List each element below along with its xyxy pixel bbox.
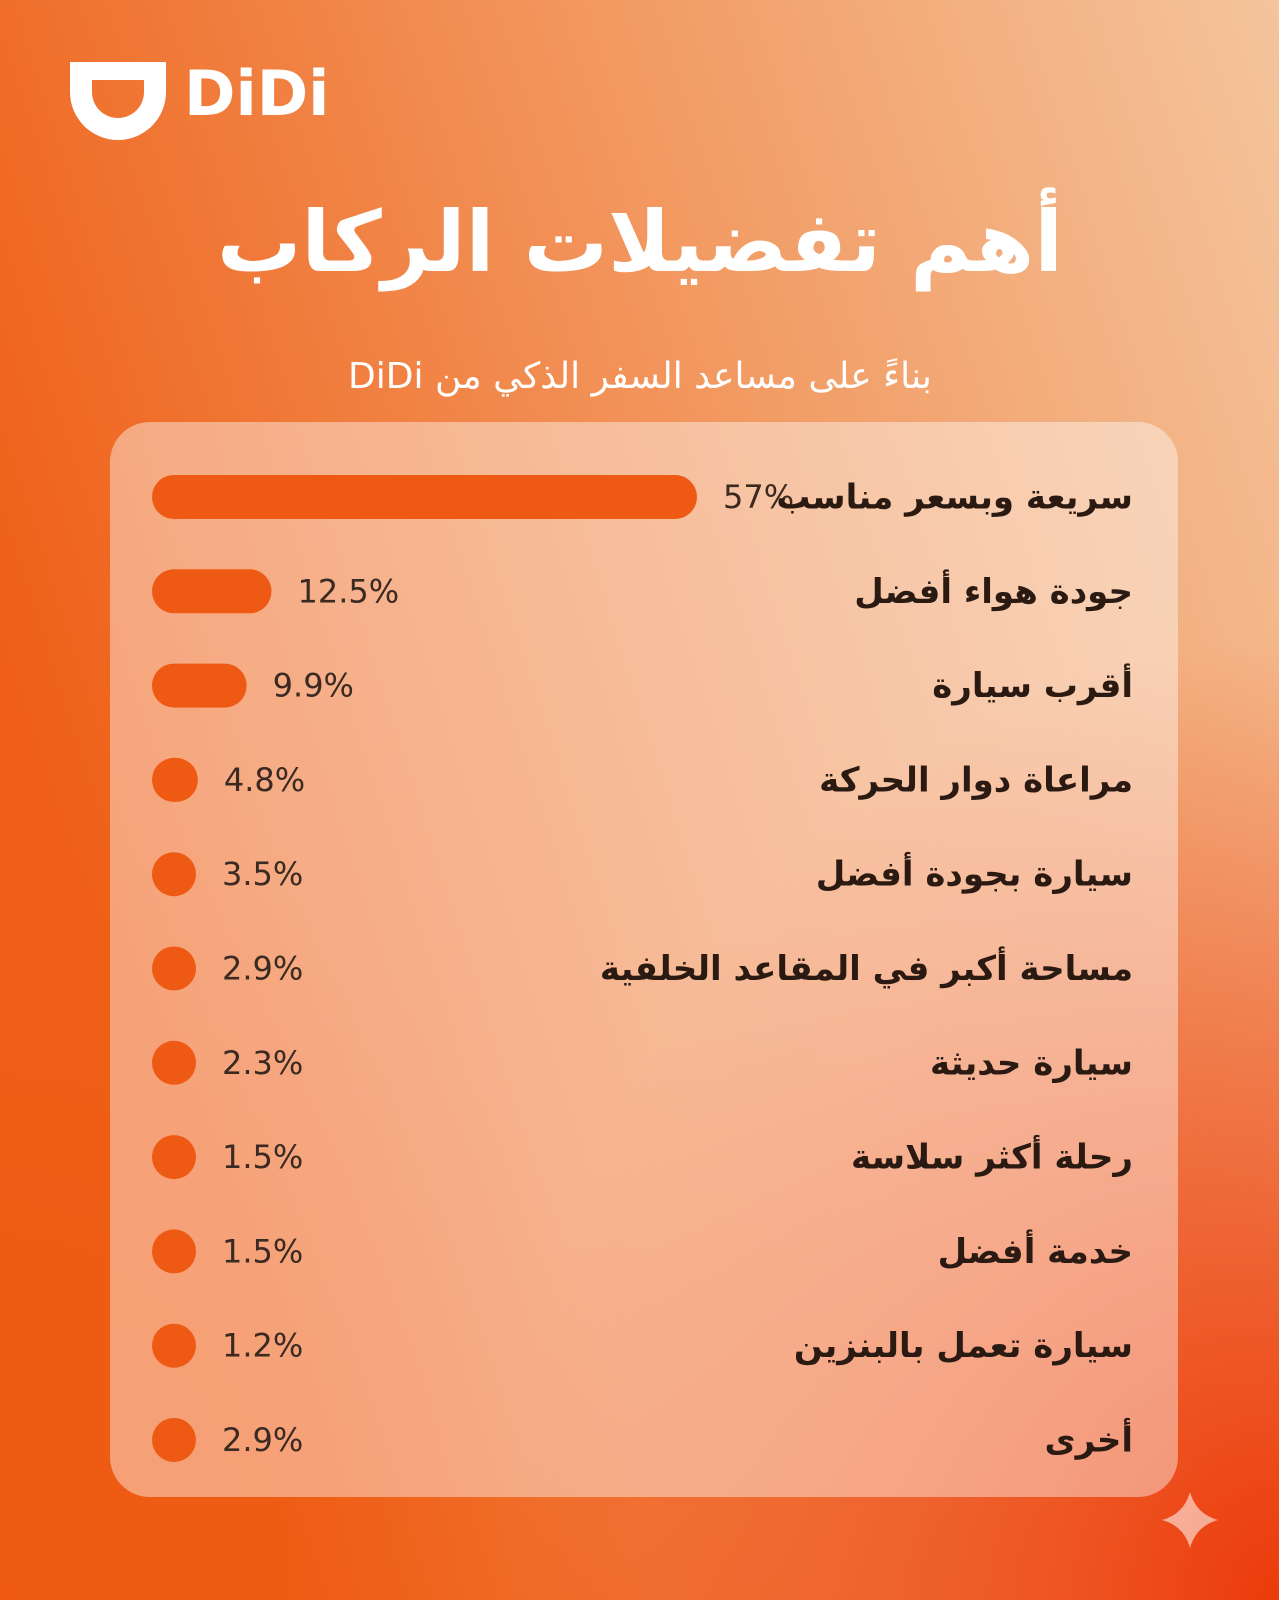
bar [152, 475, 697, 519]
value-label: 1.2% [222, 1327, 303, 1365]
value-label: 57% [723, 478, 794, 516]
logo-icon [70, 62, 166, 140]
value-label: 4.8% [224, 761, 305, 799]
bar [152, 1040, 196, 1085]
category-label: سيارة حديثة [930, 1043, 1133, 1083]
chart-subtitle: بناءً على مساعد السفر الذكي من DiDi [348, 356, 932, 397]
logo-text: DiDi [184, 57, 329, 130]
value-label: 3.5% [222, 855, 303, 893]
category-label: رحلة أكثر سلاسة [851, 1135, 1133, 1178]
category-label: مساحة أكبر في المقاعد الخلفية [600, 946, 1133, 989]
bar [152, 1418, 196, 1462]
chart-card [110, 422, 1178, 1497]
bar [152, 1135, 196, 1180]
sparkle-icon [1162, 1492, 1218, 1548]
value-label: 2.9% [222, 1421, 303, 1459]
category-label: سيارة بجودة أفضل [816, 852, 1133, 895]
value-label: 2.3% [222, 1044, 303, 1082]
bar [152, 946, 196, 991]
bar [152, 1323, 196, 1368]
bar [152, 852, 196, 897]
value-label: 1.5% [222, 1138, 303, 1176]
value-label: 9.9% [273, 667, 354, 705]
category-label: خدمة أفضل [938, 1229, 1133, 1272]
bar [152, 663, 247, 708]
category-label: مراعاة دوار الحركة [819, 760, 1133, 800]
category-label: جودة هواء أفضل [854, 569, 1133, 612]
category-label: أخرى [1045, 1418, 1133, 1461]
category-label: سيارة تعمل بالبنزين [794, 1326, 1133, 1366]
chart-title: أهم تفضيلات الركاب [217, 187, 1063, 292]
bar [152, 757, 198, 802]
bar [152, 569, 272, 614]
value-label: 2.9% [222, 950, 303, 988]
category-label: سريعة وبسعر مناسب [776, 478, 1133, 518]
value-label: 1.5% [222, 1232, 303, 1270]
value-label: 12.5% [298, 572, 400, 610]
category-label: أقرب سيارة [932, 663, 1133, 706]
bar [152, 1229, 196, 1274]
